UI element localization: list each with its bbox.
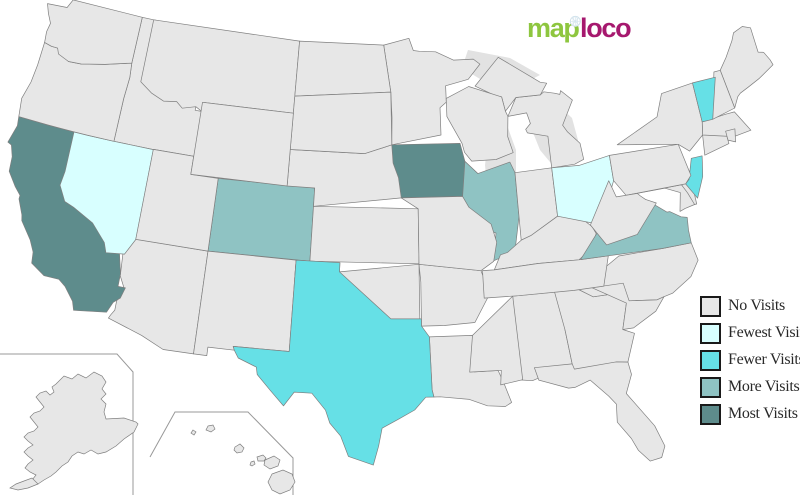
svg-text:loco: loco — [580, 13, 631, 43]
